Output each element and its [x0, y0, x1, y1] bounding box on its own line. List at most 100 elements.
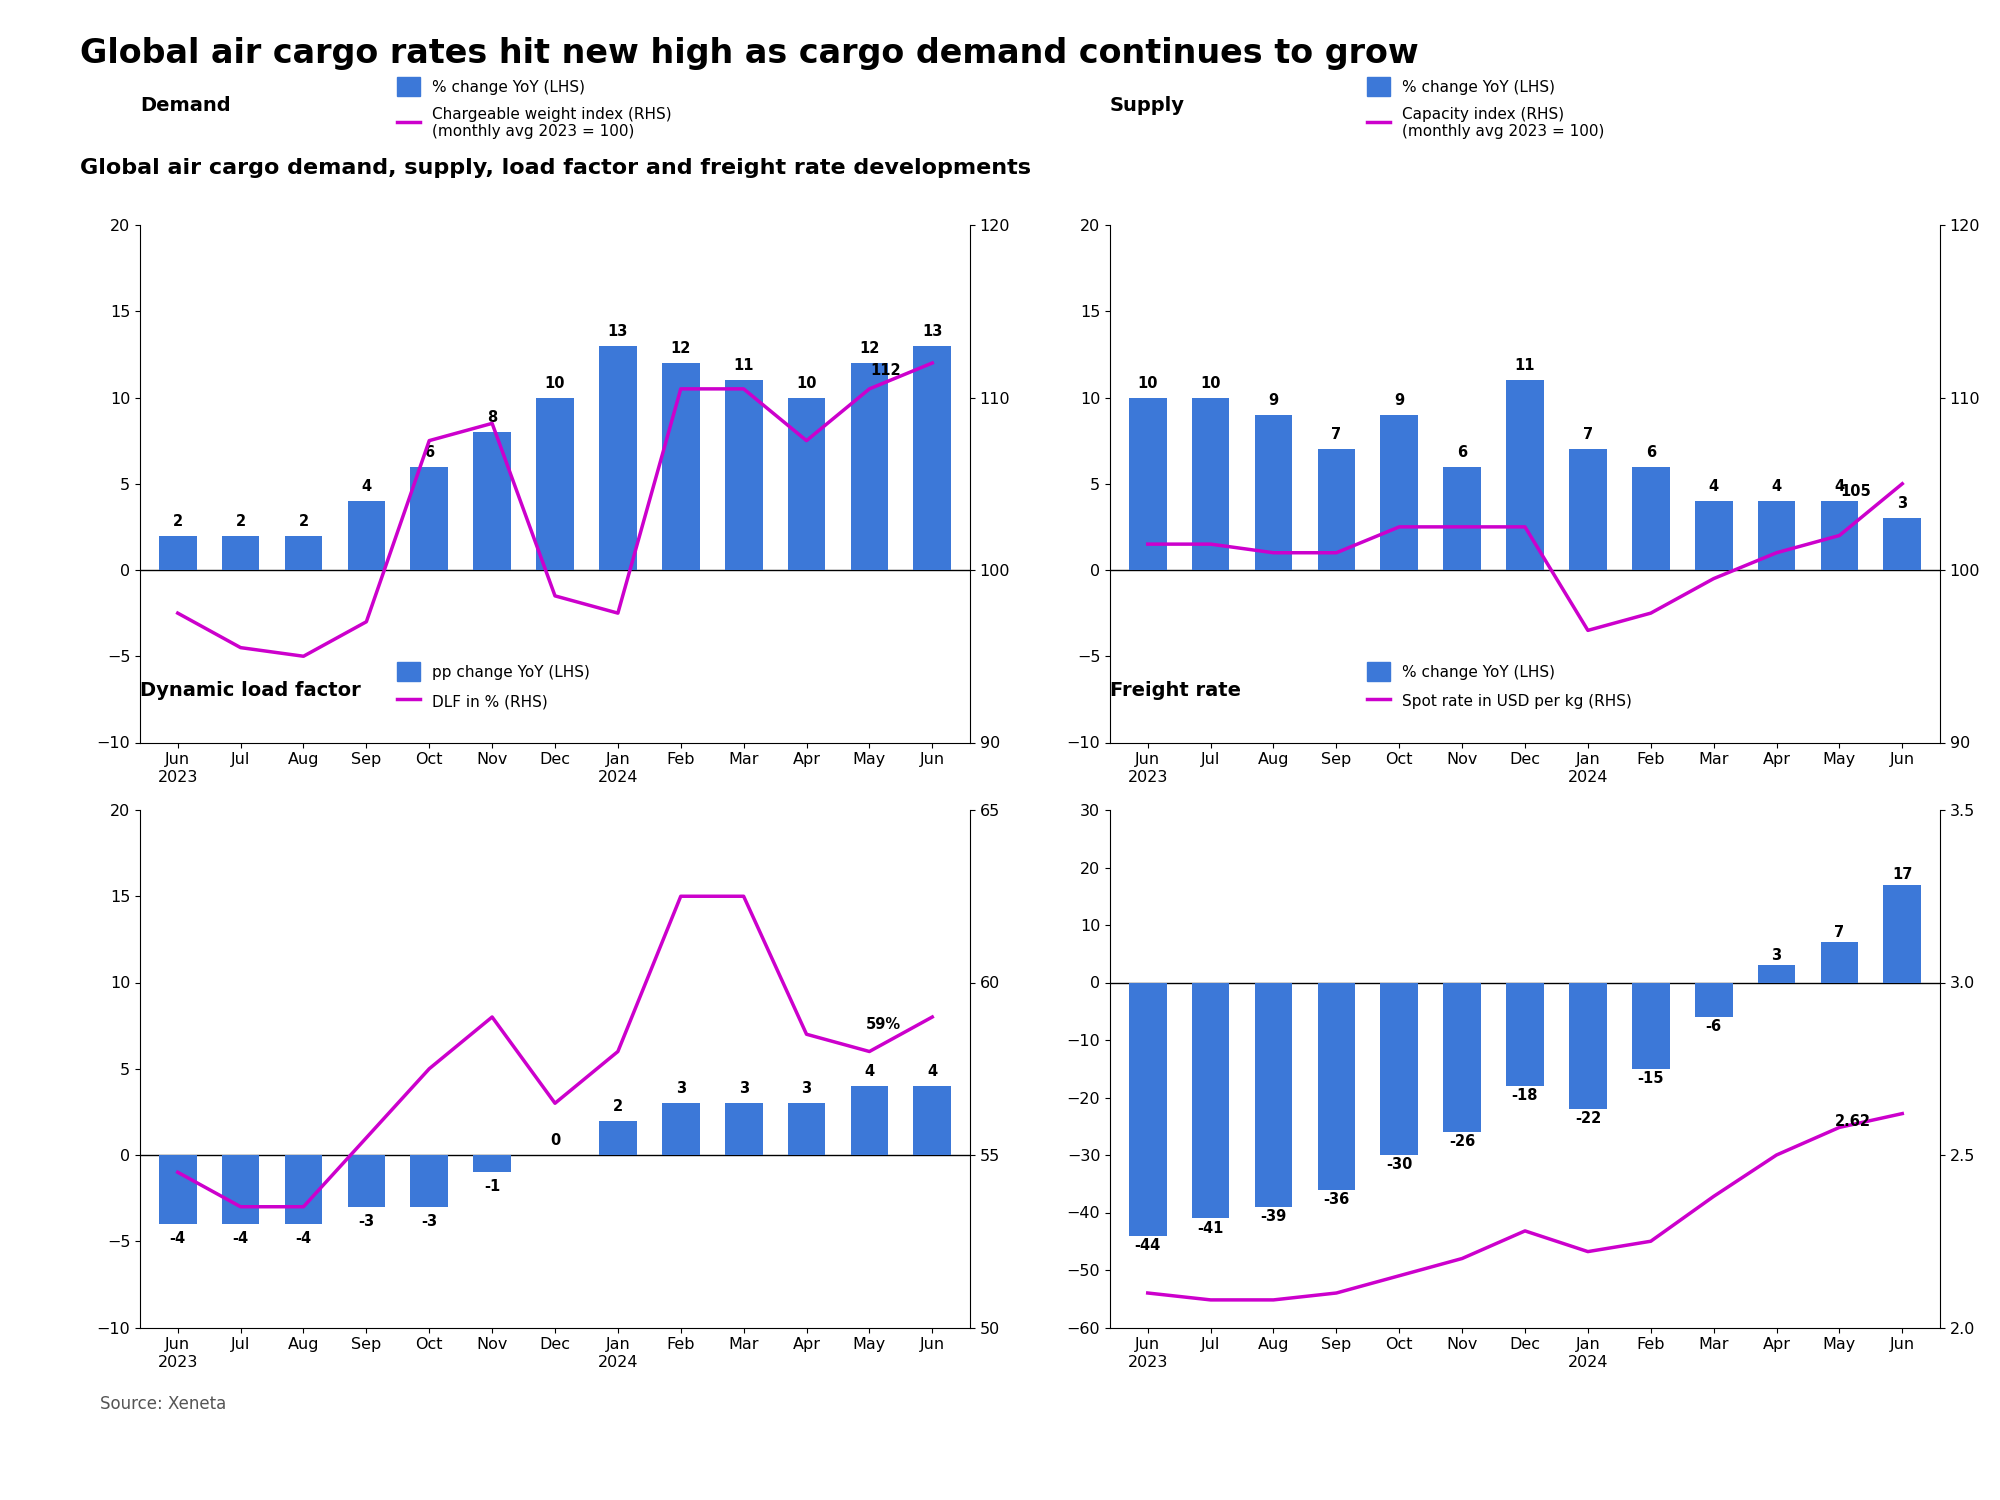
Bar: [222, 536, 260, 570]
Bar: [158, 1155, 196, 1224]
Text: 10: 10: [544, 375, 566, 390]
Bar: [410, 1155, 448, 1206]
Text: 7: 7: [1834, 926, 1844, 940]
Bar: [1758, 501, 1796, 570]
Text: 2: 2: [298, 513, 308, 528]
Text: -4: -4: [296, 1232, 312, 1246]
Bar: [1254, 416, 1292, 570]
Bar: [1884, 885, 1922, 983]
Text: -1: -1: [484, 1179, 500, 1194]
Bar: [1192, 982, 1230, 1218]
Text: Global air cargo demand, supply, load factor and freight rate developments: Global air cargo demand, supply, load fa…: [80, 158, 1032, 177]
Bar: [474, 1155, 510, 1173]
Text: 7: 7: [1332, 427, 1342, 442]
Text: 9: 9: [1394, 393, 1404, 408]
Legend: % change YoY (LHS), Spot rate in USD per kg (RHS): % change YoY (LHS), Spot rate in USD per…: [1366, 663, 1632, 711]
Text: 0: 0: [550, 1132, 560, 1148]
Text: 105: 105: [1840, 483, 1870, 498]
Text: 13: 13: [608, 324, 628, 339]
Bar: [724, 381, 762, 570]
Text: 3: 3: [802, 1082, 812, 1096]
Text: 2: 2: [236, 513, 246, 528]
Text: 17: 17: [1892, 867, 1912, 882]
Text: 4: 4: [1834, 478, 1844, 494]
Legend: pp change YoY (LHS), DLF in % (RHS): pp change YoY (LHS), DLF in % (RHS): [396, 663, 590, 711]
Text: 4: 4: [362, 478, 372, 494]
Text: -36: -36: [1324, 1192, 1350, 1208]
Text: -39: -39: [1260, 1209, 1286, 1224]
Bar: [284, 1155, 322, 1224]
Text: 4: 4: [1772, 478, 1782, 494]
Text: 6: 6: [1646, 444, 1656, 459]
Text: -6: -6: [1706, 1020, 1722, 1035]
Text: 12: 12: [670, 340, 690, 356]
Text: 10: 10: [1200, 375, 1220, 390]
Text: 8: 8: [486, 410, 498, 424]
Bar: [1254, 982, 1292, 1206]
Bar: [1380, 416, 1418, 570]
Bar: [1820, 501, 1858, 570]
Text: 9: 9: [1268, 393, 1278, 408]
Text: -18: -18: [1512, 1089, 1538, 1104]
Text: Dynamic load factor: Dynamic load factor: [140, 681, 360, 699]
Bar: [850, 1086, 888, 1155]
Text: -41: -41: [1198, 1221, 1224, 1236]
Text: 2: 2: [612, 1098, 622, 1113]
Bar: [1884, 519, 1922, 570]
Bar: [1694, 501, 1732, 570]
Bar: [1506, 381, 1544, 570]
Text: 4: 4: [1708, 478, 1718, 494]
Bar: [1570, 982, 1606, 1108]
Bar: [1632, 982, 1670, 1068]
Text: -22: -22: [1574, 1112, 1602, 1126]
Text: -44: -44: [1134, 1238, 1160, 1252]
Bar: [1570, 450, 1606, 570]
Text: -3: -3: [422, 1214, 438, 1228]
Text: Global air cargo rates hit new high as cargo demand continues to grow: Global air cargo rates hit new high as c…: [80, 38, 1418, 70]
Bar: [1758, 966, 1796, 982]
Bar: [1444, 982, 1480, 1132]
Text: Source: Xeneta: Source: Xeneta: [100, 1395, 226, 1413]
Bar: [536, 398, 574, 570]
Text: 6: 6: [424, 444, 434, 459]
Text: 2.62: 2.62: [1834, 1113, 1870, 1128]
Bar: [788, 1104, 826, 1155]
Text: -4: -4: [170, 1232, 186, 1246]
Bar: [914, 346, 952, 570]
Bar: [1192, 398, 1230, 570]
Bar: [1318, 982, 1356, 1190]
Text: 10: 10: [1138, 375, 1158, 390]
Bar: [1128, 398, 1166, 570]
Text: 3: 3: [1772, 948, 1782, 963]
Text: -30: -30: [1386, 1158, 1412, 1173]
Bar: [600, 1120, 636, 1155]
Bar: [474, 432, 510, 570]
Bar: [1506, 982, 1544, 1086]
Bar: [662, 363, 700, 570]
Text: 11: 11: [1514, 358, 1536, 374]
Text: -15: -15: [1638, 1071, 1664, 1086]
Text: -26: -26: [1448, 1134, 1476, 1149]
Legend: % change YoY (LHS), Capacity index (RHS)
(monthly avg 2023 = 100): % change YoY (LHS), Capacity index (RHS)…: [1366, 78, 1604, 140]
Text: 59%: 59%: [866, 1017, 900, 1032]
Bar: [788, 398, 826, 570]
Bar: [348, 501, 386, 570]
Text: 12: 12: [860, 340, 880, 356]
Bar: [662, 1104, 700, 1155]
Text: Demand: Demand: [140, 96, 230, 114]
Text: Freight rate: Freight rate: [1110, 681, 1240, 699]
Bar: [1444, 466, 1480, 570]
Text: Supply: Supply: [1110, 96, 1184, 114]
Bar: [1128, 982, 1166, 1236]
Text: 7: 7: [1582, 427, 1592, 442]
Bar: [600, 346, 636, 570]
Text: 3: 3: [676, 1082, 686, 1096]
Bar: [284, 536, 322, 570]
Text: -3: -3: [358, 1214, 374, 1228]
Bar: [348, 1155, 386, 1206]
Bar: [158, 536, 196, 570]
Bar: [1820, 942, 1858, 982]
Bar: [1380, 982, 1418, 1155]
Bar: [724, 1104, 762, 1155]
Bar: [1318, 450, 1356, 570]
